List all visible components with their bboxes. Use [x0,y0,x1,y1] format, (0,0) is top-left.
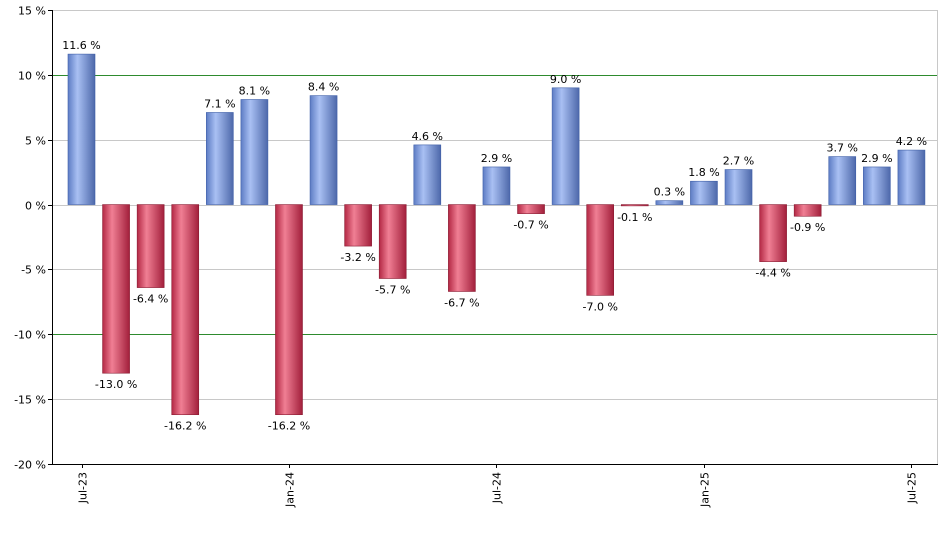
bars [67,53,926,416]
y-tick-label: 10 % [18,70,46,83]
data-label: -4.4 % [755,267,790,280]
bar-apr-25 [793,204,822,217]
data-label: -6.7 % [444,296,479,309]
y-tick-label: -15 % [14,394,46,407]
bar-dec-23 [240,99,269,205]
data-label: -3.2 % [340,251,375,264]
data-label: 2.7 % [723,155,754,168]
y-tick-label: 5 % [25,135,46,148]
data-label: 11.6 % [62,39,100,52]
x-tick-label: Jul-25 [906,472,919,504]
data-label: 8.4 % [308,81,339,94]
axes: -20 % -15 % -10 % -5 % 0 % 5 % 10 % 15 % Jul-23 J… [14,5,938,508]
data-label: -0.7 % [513,219,548,232]
data-label: -5.7 % [375,284,410,297]
gridlines [52,10,938,465]
bar-mar-25 [759,204,787,262]
bar-jan-25 [690,180,718,205]
y-tick-label: -5 % [21,264,46,277]
bar-sep-23 [136,204,165,288]
bar-oct-24 [586,204,615,296]
data-label: 3.7 % [827,142,858,155]
data-label: -0.9 % [790,221,825,234]
bar-jul-25 [897,149,926,205]
y-tick-label: -10 % [14,329,46,342]
data-label: 2.9 % [861,152,892,165]
data-label: 7.1 % [204,97,235,110]
bar-feb-24 [309,95,338,205]
bar-may-24 [413,144,442,205]
x-tick-label: Jan-25 [699,472,712,508]
data-label: -16.2 % [164,420,206,433]
y-tick-label: 0 % [25,200,46,213]
bar-may-25 [828,156,857,205]
bar-dec-24 [655,200,684,205]
x-tick-label: Jul-24 [491,472,504,504]
data-label: 4.2 % [896,135,927,148]
bar-apr-24 [378,204,407,279]
bar-jan-24 [275,204,303,416]
bar-mar-24 [344,204,372,247]
data-label: 0.3 % [654,186,685,199]
data-label: -0.1 % [617,211,652,224]
x-tick-label: Jul-23 [77,472,90,504]
data-label: -13.0 % [95,378,137,391]
bar-jul-24 [482,166,511,205]
data-label: 8.1 % [239,85,270,98]
bar-aug-23 [102,204,130,374]
bar-oct-23 [171,204,200,416]
data-label: -6.4 % [133,293,168,306]
data-labels: 11.6 % -13.0 % -6.4 % -16.2 % 7.1 % 8.1 % -16.… [62,39,927,433]
bar-jun-24 [448,204,476,292]
y-tick-label: 15 % [18,5,46,18]
bar-jun-25 [863,166,891,205]
data-label: -7.0 % [582,300,617,313]
x-tick-label: Jan-24 [284,472,297,508]
data-label: -16.2 % [268,420,310,433]
data-label: 9.0 % [550,73,581,86]
bar-feb-25 [724,169,753,205]
bar-nov-23 [206,112,234,205]
data-label: 1.8 % [688,166,719,179]
y-tick-label: -20 % [14,459,46,472]
bar-jul-23 [67,53,96,205]
bar-aug-24 [517,204,545,214]
bar-nov-24 [620,204,649,207]
bar-sep-24 [551,87,580,205]
data-label: 4.6 % [412,130,443,143]
data-label: 2.9 % [481,152,512,165]
